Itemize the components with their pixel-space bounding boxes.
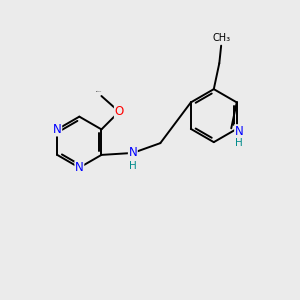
- Text: H: H: [129, 161, 137, 171]
- Text: N: N: [235, 125, 244, 138]
- Text: O: O: [115, 105, 124, 118]
- Text: N: N: [53, 123, 62, 136]
- Text: H: H: [235, 138, 243, 148]
- Text: methoxy: methoxy: [96, 91, 103, 92]
- Text: N: N: [75, 161, 84, 174]
- Text: CH₃: CH₃: [212, 33, 230, 43]
- Text: N: N: [128, 146, 137, 159]
